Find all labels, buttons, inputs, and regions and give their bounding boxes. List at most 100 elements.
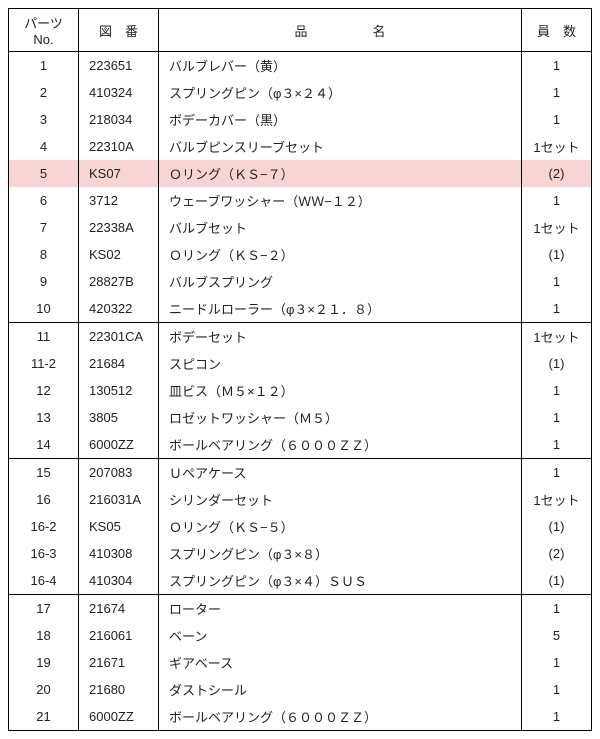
zuban-cell: 22338A	[79, 214, 159, 241]
name-cell: ベーン	[159, 622, 522, 649]
table-row: 1122301CAボデーセット1セット	[9, 323, 592, 351]
parts-no-cell: 7	[9, 214, 79, 241]
name-cell: スプリングピン（φ３×８）	[159, 540, 522, 567]
zuban-cell: 218034	[79, 106, 159, 133]
table-row: 16-4410304スプリングピン（φ３×４）ＳＵＳ(1)	[9, 567, 592, 595]
name-cell: Ｏリング（ＫＳ−２）	[159, 241, 522, 268]
table-row: 16-3410308スプリングピン（φ３×８）(2)	[9, 540, 592, 567]
table-row: 63712ウェーブワッシャー（ＷＷ−１２）1	[9, 187, 592, 214]
table-row: 1921671ギアベース1	[9, 649, 592, 676]
name-cell: ボールベアリング（６０００ＺＺ）	[159, 703, 522, 731]
parts-no-cell: 2	[9, 79, 79, 106]
name-cell: バルブスプリング	[159, 268, 522, 295]
parts-no-cell: 12	[9, 377, 79, 404]
table-row: 422310Aバルブピンスリーブセット1セット	[9, 133, 592, 160]
name-cell: Ｕペアケース	[159, 459, 522, 487]
parts-no-cell: 16-3	[9, 540, 79, 567]
parts-no-cell: 17	[9, 595, 79, 623]
parts-no-cell: 1	[9, 52, 79, 80]
table-row: 8KS02Ｏリング（ＫＳ−２）(1)	[9, 241, 592, 268]
name-cell: ギアベース	[159, 649, 522, 676]
table-row: 2410324スプリングピン（φ３×２４）1	[9, 79, 592, 106]
name-cell: バルブピンスリーブセット	[159, 133, 522, 160]
zuban-cell: KS07	[79, 160, 159, 187]
qty-cell: 1	[522, 404, 592, 431]
name-cell: バルブレバー（黄）	[159, 52, 522, 80]
name-cell: スピコン	[159, 350, 522, 377]
zuban-cell: 6000ZZ	[79, 703, 159, 731]
parts-no-cell: 5	[9, 160, 79, 187]
qty-cell: (1)	[522, 567, 592, 595]
qty-cell: (1)	[522, 513, 592, 540]
header-parts-no: パーツNo.	[9, 9, 79, 52]
table-row: 1721674ローター1	[9, 595, 592, 623]
parts-no-cell: 18	[9, 622, 79, 649]
zuban-cell: KS05	[79, 513, 159, 540]
qty-cell: 1	[522, 295, 592, 323]
table-row: 146000ZZボールベアリング（６０００ＺＺ）1	[9, 431, 592, 459]
table-row: 216000ZZボールベアリング（６０００ＺＺ）1	[9, 703, 592, 731]
zuban-cell: 21671	[79, 649, 159, 676]
name-cell: バルブセット	[159, 214, 522, 241]
zuban-cell: 3805	[79, 404, 159, 431]
table-row: 16-2KS05Ｏリング（ＫＳ−５）(1)	[9, 513, 592, 540]
table-row: 2021680ダストシール1	[9, 676, 592, 703]
qty-cell: 1セット	[522, 214, 592, 241]
parts-table: パーツNo. 図 番 品 名 員 数 1223651バルブレバー（黄）12410…	[8, 8, 592, 731]
zuban-cell: 410308	[79, 540, 159, 567]
zuban-cell: 28827B	[79, 268, 159, 295]
parts-no-cell: 20	[9, 676, 79, 703]
zuban-cell: 216031A	[79, 486, 159, 513]
table-row: 3218034ボデーカバー（黒）1	[9, 106, 592, 133]
zuban-cell: 3712	[79, 187, 159, 214]
qty-cell: (2)	[522, 540, 592, 567]
table-row: 722338Aバルブセット1セット	[9, 214, 592, 241]
qty-cell: 1	[522, 703, 592, 731]
qty-cell: 1セット	[522, 133, 592, 160]
qty-cell: 1	[522, 268, 592, 295]
name-cell: ボールベアリング（６０００ＺＺ）	[159, 431, 522, 459]
parts-no-cell: 15	[9, 459, 79, 487]
table-header-row: パーツNo. 図 番 品 名 員 数	[9, 9, 592, 52]
header-name: 品 名	[159, 9, 522, 52]
parts-no-cell: 3	[9, 106, 79, 133]
qty-cell: 1	[522, 106, 592, 133]
zuban-cell: 420322	[79, 295, 159, 323]
parts-no-cell: 10	[9, 295, 79, 323]
qty-cell: 1セット	[522, 323, 592, 351]
zuban-cell: 22310A	[79, 133, 159, 160]
zuban-cell: 410324	[79, 79, 159, 106]
table-row: 928827Bバルブスプリング1	[9, 268, 592, 295]
qty-cell: 1セット	[522, 486, 592, 513]
table-row: 11-221684スピコン(1)	[9, 350, 592, 377]
qty-cell: 1	[522, 187, 592, 214]
table-row: 10420322ニードルローラー（φ３×２１．８）1	[9, 295, 592, 323]
qty-cell: (1)	[522, 241, 592, 268]
header-zuban: 図 番	[79, 9, 159, 52]
name-cell: Ｏリング（ＫＳ−７）	[159, 160, 522, 187]
zuban-cell: KS02	[79, 241, 159, 268]
name-cell: ダストシール	[159, 676, 522, 703]
name-cell: ボデーカバー（黒）	[159, 106, 522, 133]
qty-cell: 1	[522, 431, 592, 459]
zuban-cell: 21680	[79, 676, 159, 703]
qty-cell: 1	[522, 676, 592, 703]
table-row: 133805ロゼットワッシャー（Ｍ５）1	[9, 404, 592, 431]
parts-no-cell: 6	[9, 187, 79, 214]
parts-no-cell: 16	[9, 486, 79, 513]
zuban-cell: 207083	[79, 459, 159, 487]
name-cell: Ｏリング（ＫＳ−５）	[159, 513, 522, 540]
parts-no-cell: 21	[9, 703, 79, 731]
zuban-cell: 410304	[79, 567, 159, 595]
qty-cell: 1	[522, 377, 592, 404]
name-cell: 皿ビス（Ｍ５×１２）	[159, 377, 522, 404]
name-cell: ウェーブワッシャー（ＷＷ−１２）	[159, 187, 522, 214]
zuban-cell: 6000ZZ	[79, 431, 159, 459]
zuban-cell: 21684	[79, 350, 159, 377]
qty-cell: 1	[522, 649, 592, 676]
name-cell: シリンダーセット	[159, 486, 522, 513]
table-row: 12130512皿ビス（Ｍ５×１２）1	[9, 377, 592, 404]
header-qty: 員 数	[522, 9, 592, 52]
table-row: 15207083Ｕペアケース1	[9, 459, 592, 487]
name-cell: スプリングピン（φ３×２４）	[159, 79, 522, 106]
